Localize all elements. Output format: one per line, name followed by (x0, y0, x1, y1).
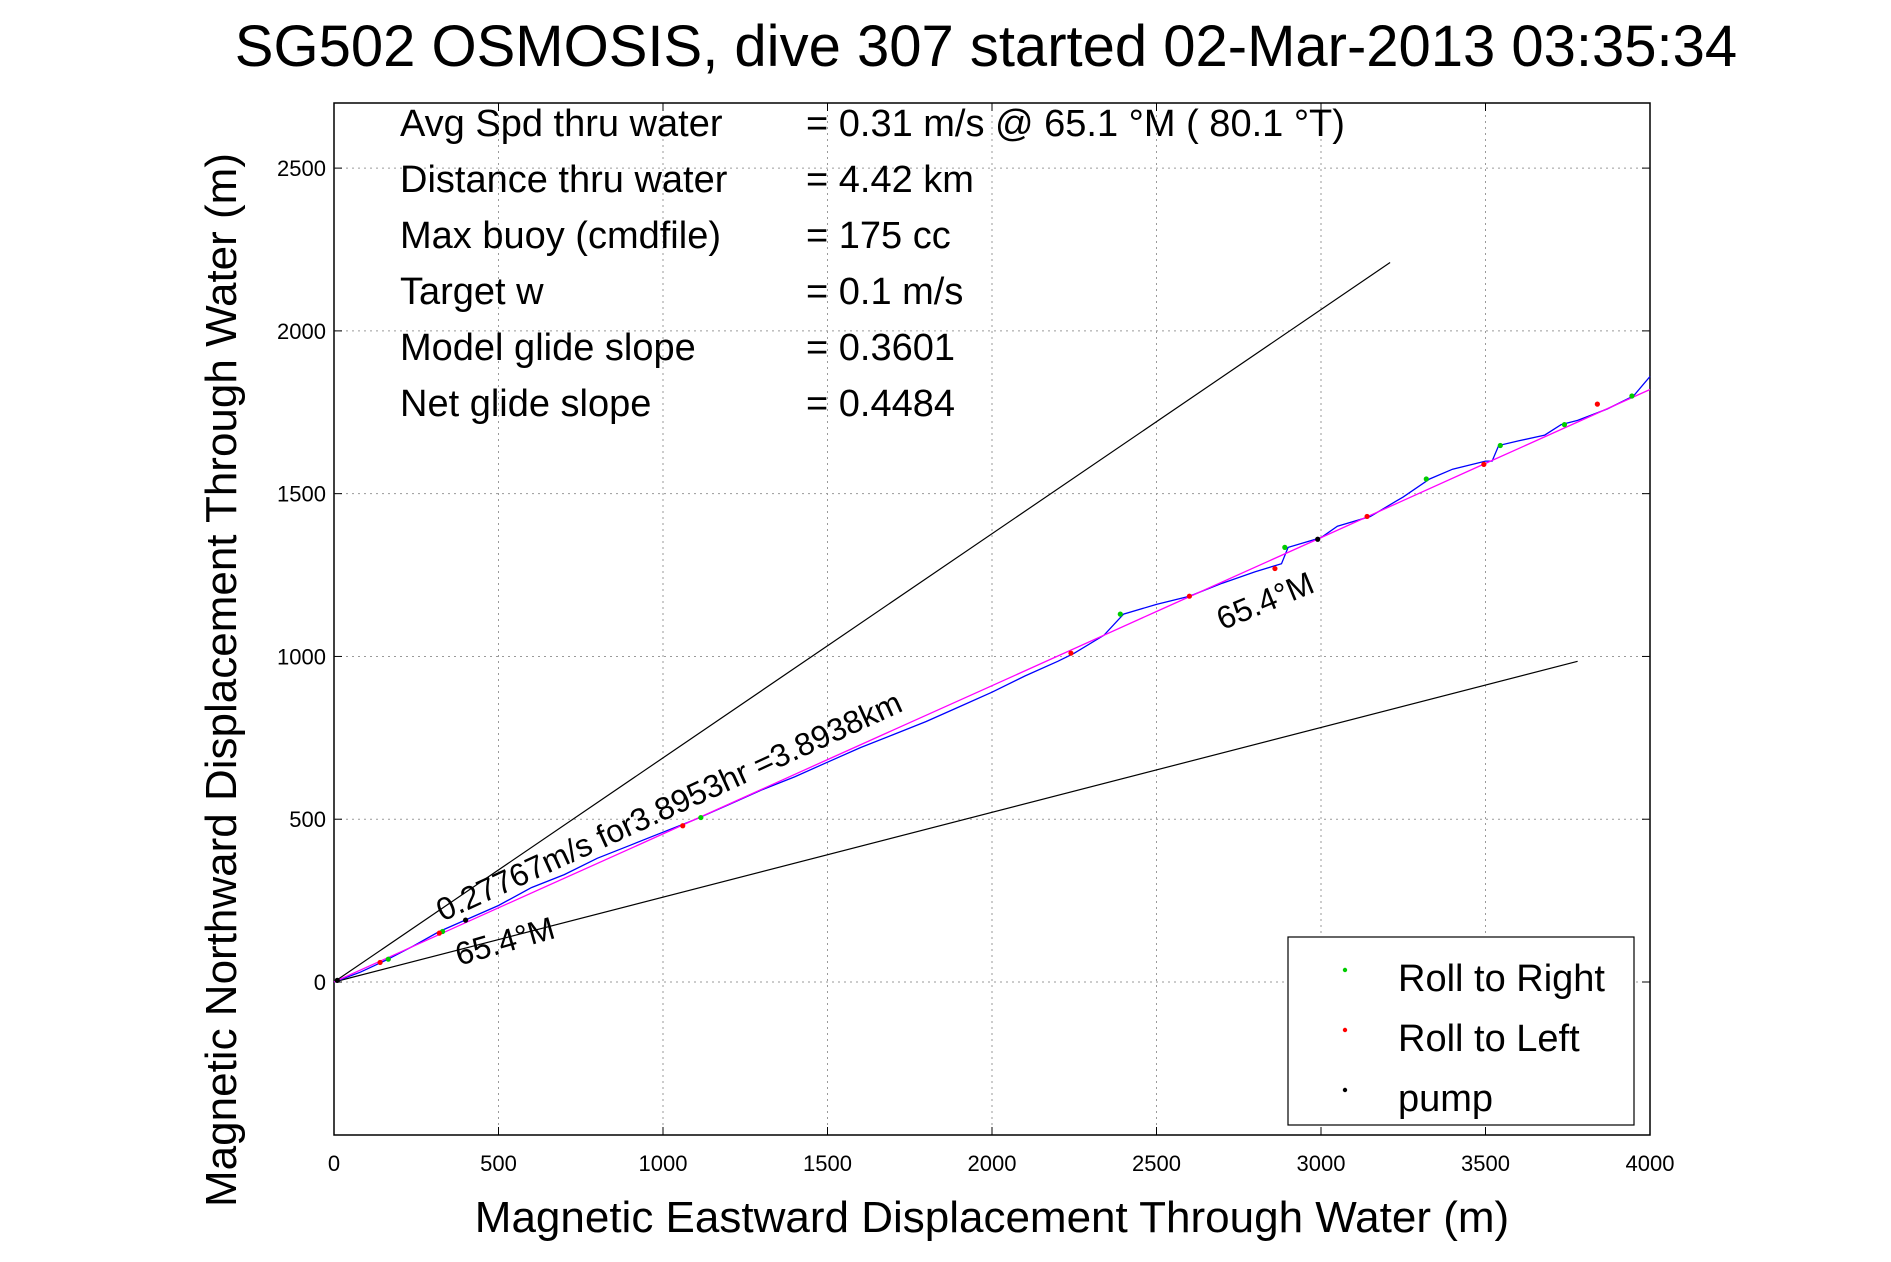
marker-roll-to-right (385, 956, 391, 962)
marker-roll-to-left (377, 959, 383, 966)
marker-pump (334, 977, 340, 983)
marker-roll-to-left (1068, 650, 1074, 656)
legend-label-roll-right: Roll to Right (1398, 958, 1605, 1000)
marker-roll-to-right (1423, 476, 1429, 482)
y-tick-label: 500 (289, 807, 326, 832)
stat-value: = 175 cc (806, 215, 951, 257)
marker-roll-to-right (698, 814, 704, 821)
legend-label-pump: pump (1398, 1078, 1493, 1120)
x-tick-label: 2500 (1132, 1151, 1181, 1176)
legend-marker-roll-right (1342, 967, 1348, 973)
marker-roll-to-left (1272, 565, 1278, 572)
y-axis-label: Magnetic Northward Displacement Through … (197, 153, 246, 1207)
series-group (333, 376, 1651, 983)
stat-value: = 0.31 m/s @ 65.1 °M ( 80.1 °T) (806, 103, 1345, 145)
marker-roll-to-left (436, 930, 442, 936)
markers (334, 393, 1635, 983)
x-tick-label: 500 (480, 1151, 517, 1176)
stat-value: = 0.4484 (806, 383, 955, 425)
y-tick-label: 0 (314, 970, 326, 995)
series-line-1 (333, 388, 1651, 983)
marker-roll-to-left (1481, 461, 1487, 467)
x-tick-label: 3500 (1461, 1151, 1510, 1176)
marker-roll-to-left (680, 823, 686, 829)
legend-marker-roll-left (1342, 1027, 1348, 1033)
marker-roll-to-right (1561, 422, 1568, 428)
stat-value: = 4.42 km (806, 159, 974, 201)
stat-label: Avg Spd thru water (400, 103, 723, 145)
reference-lines (333, 262, 1578, 983)
marker-roll-to-right (1117, 611, 1123, 617)
x-axis-label: Magnetic Eastward Displacement Through W… (475, 1193, 1509, 1242)
legend-marker-pump (1342, 1087, 1348, 1093)
stat-value: = 0.3601 (806, 327, 955, 369)
stats-block: Avg Spd thru water = 0.31 m/s @ 65.1 °M (… (400, 103, 1345, 425)
x-tick-label: 2000 (968, 1151, 1017, 1176)
x-tick-label: 3000 (1297, 1151, 1346, 1176)
legend-label-roll-left: Roll to Left (1398, 1018, 1580, 1060)
stat-label: Distance thru water (400, 159, 728, 201)
y-tick-label: 2000 (277, 319, 326, 344)
marker-roll-to-right (1629, 393, 1635, 399)
marker-pump (463, 917, 469, 923)
reference-line-upper-bound (333, 262, 1391, 983)
x-tick-label: 1500 (803, 1151, 852, 1176)
marker-roll-to-left (1364, 513, 1370, 520)
reference-line-lower-bound (333, 660, 1578, 983)
x-tick-label: 4000 (1626, 1151, 1675, 1176)
stat-value: = 0.1 m/s (806, 271, 963, 313)
axis-ticks: 0 500 1000 1500 2000 2500 3000 3500 4000 0 500 1000… (277, 103, 1674, 1176)
y-tick-label: 1000 (277, 644, 326, 669)
y-tick-label: 1500 (277, 482, 326, 507)
marker-roll-to-right (1497, 442, 1503, 449)
stat-label: Model glide slope (400, 327, 696, 369)
x-tick-label: 0 (328, 1151, 340, 1176)
marker-roll-to-right (1282, 544, 1288, 550)
marker-roll-to-left (1594, 401, 1600, 407)
legend: Roll to Right Roll to Left pump (1287, 936, 1635, 1126)
chart-title: SG502 OSMOSIS, dive 307 started 02-Mar-2… (235, 14, 1737, 79)
stat-label: Target w (400, 271, 544, 313)
marker-pump (1315, 536, 1321, 542)
stat-label: Net glide slope (400, 383, 651, 425)
marker-roll-to-left (1186, 593, 1192, 599)
x-tick-label: 1000 (639, 1151, 688, 1176)
stat-label: Max buoy (cmdfile) (400, 215, 721, 257)
y-tick-label: 2500 (277, 156, 326, 181)
